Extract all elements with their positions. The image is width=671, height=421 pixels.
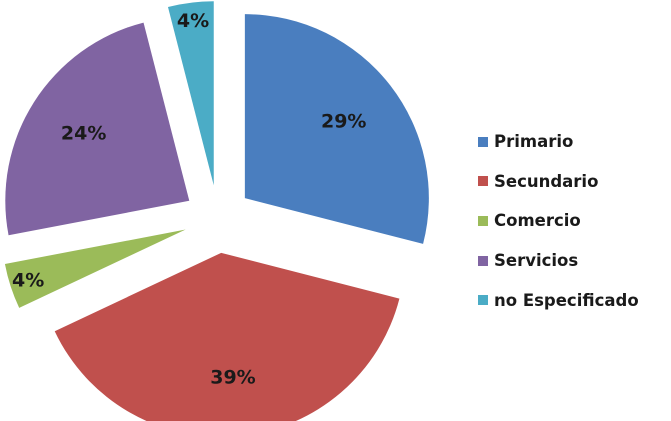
legend-label-no-especificado: no Especificado — [494, 290, 639, 310]
pie-slice-comercio — [4, 229, 186, 308]
legend-item-comercio: Comercio — [478, 201, 639, 241]
legend-label-secundario: Secundario — [494, 171, 599, 191]
data-label-servicios: 24% — [61, 123, 106, 145]
data-label-secundario: 39% — [210, 366, 255, 388]
pie-slice-no-especificado — [167, 1, 214, 186]
legend-item-primario: Primario — [478, 122, 639, 162]
legend-label-servicios: Servicios — [494, 251, 579, 271]
legend-label-comercio: Comercio — [494, 211, 581, 231]
legend-swatch-primario — [478, 136, 488, 147]
legend-item-no-especificado: no Especificado — [478, 280, 639, 320]
pie-data-labels: 29% 39% 4% 24% 4% — [12, 10, 366, 388]
data-label-primario: 29% — [321, 110, 366, 132]
data-label-no-especificado: 4% — [177, 10, 209, 32]
legend-swatch-no-especificado — [478, 295, 488, 306]
legend-item-servicios: Servicios — [478, 241, 639, 281]
pie-slice-secundario — [54, 252, 400, 421]
legend-swatch-servicios — [478, 255, 488, 266]
legend-swatch-secundario — [478, 176, 488, 187]
data-label-comercio: 4% — [12, 270, 44, 292]
legend-swatch-comercio — [478, 215, 488, 226]
pie-slices — [4, 1, 429, 421]
legend-item-secundario: Secundario — [478, 162, 639, 202]
legend: Primario Secundario Comercio Servicios n… — [478, 122, 639, 320]
pie-slice-servicios — [5, 22, 190, 236]
pie-slice-primario — [244, 14, 429, 244]
legend-label-primario: Primario — [494, 132, 574, 152]
